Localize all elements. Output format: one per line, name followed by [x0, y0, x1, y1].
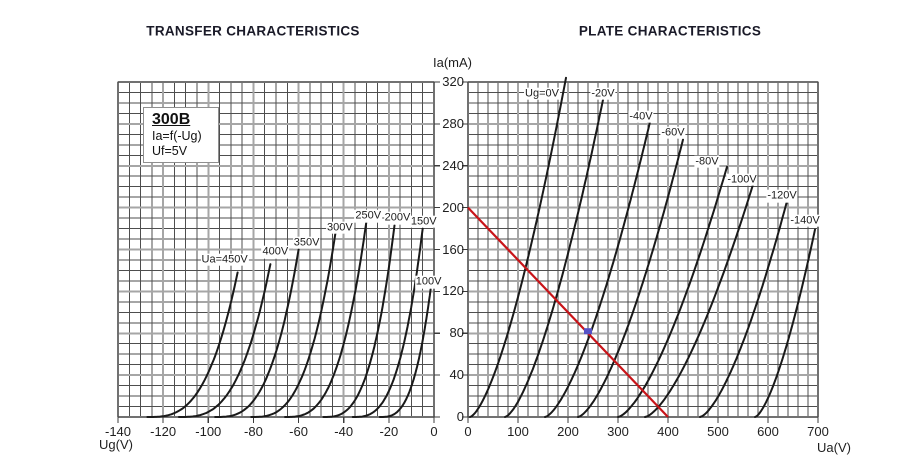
- tube-annotation-box: 300B Ia=f(-Ug) Uf=5V: [143, 107, 219, 163]
- ia-y-tick-7: 280: [442, 115, 464, 131]
- ia-y-tick-6: 240: [442, 157, 464, 173]
- transfer-chart: [117, 81, 440, 423]
- tube-law-label: Ia=f(-Ug): [152, 129, 202, 144]
- transfer-curve-6: [351, 227, 424, 418]
- plate-curve-0: [469, 76, 567, 418]
- plate-curve-label-6: -120V: [766, 190, 798, 203]
- transfer-curve-7: [378, 288, 432, 418]
- transfer-x-tick-2: -100: [195, 424, 222, 439]
- transfer-chart-title: TRANSFER CHARACTERISTICS: [146, 23, 360, 39]
- plate-x-tick-2: 200: [557, 424, 579, 439]
- ug-axis-unit-label: Ug(V): [99, 437, 133, 452]
- transfer-x-tick-0: -140: [104, 424, 132, 439]
- plate-axis-ticks: [462, 81, 819, 423]
- plate-x-tick-4: 400: [657, 424, 679, 439]
- transfer-curve-label-1: 400V: [261, 245, 290, 259]
- plate-curve-label-3: -60V: [660, 126, 686, 139]
- ia-y-tick-3: 120: [442, 283, 464, 299]
- transfer-x-tick-1: -120: [150, 424, 177, 439]
- transfer-x-tick-4: -60: [289, 424, 308, 439]
- plate-curve-4: [617, 165, 728, 418]
- transfer-curve-label-3: 300V: [325, 221, 354, 234]
- transfer-curve-label-6: 150V: [409, 215, 438, 228]
- plate-curve-label-4: -80V: [694, 155, 720, 169]
- plate-curve-label-0: Ug=0V: [524, 87, 560, 101]
- transfer-curve-1: [177, 263, 272, 418]
- ia-y-tick-0: 0: [456, 409, 464, 424]
- transfer-x-tick-5: -40: [334, 424, 354, 439]
- load-line: [467, 206, 669, 418]
- transfer-x-tick-7: 0: [430, 424, 438, 439]
- transfer-curve-4: [284, 221, 368, 418]
- transfer-curve-0: [146, 271, 239, 418]
- plate-curve-7: [754, 228, 816, 418]
- plate-curve-label-1: -20V: [590, 87, 616, 101]
- plate-curve-label-5: -100V: [726, 173, 758, 186]
- transfer-curve-label-4: 250V: [354, 209, 383, 223]
- transfer-curve-2: [214, 248, 300, 418]
- plate-curve-5: [644, 183, 754, 418]
- transfer-axis-ticks: [117, 81, 440, 423]
- ia-y-tick-2: 80: [449, 325, 464, 341]
- plate-curve-6: [699, 200, 788, 418]
- transfer-x-tick-3: -80: [244, 424, 263, 439]
- ia-y-tick-5: 200: [442, 199, 464, 215]
- plate-chart-title: PLATE CHARACTERISTICS: [578, 23, 762, 39]
- plate-x-tick-1: 100: [507, 424, 529, 439]
- plate-chart: [462, 76, 819, 423]
- plate-curve-label-7: -140V: [789, 214, 821, 227]
- plate-curve-3: [577, 138, 684, 418]
- operating-point-marker: [584, 328, 592, 335]
- ia-y-tick-4: 160: [442, 241, 464, 257]
- tube-type-label: 300B: [152, 111, 191, 128]
- plate-curve-label-2: -40V: [628, 110, 654, 124]
- transfer-curve-label-7: 100V: [414, 275, 443, 289]
- transfer-curve-label-2: 350V: [292, 236, 321, 249]
- plate-curve-2: [544, 120, 651, 418]
- ua-axis-unit-label: Ua(V): [817, 440, 851, 455]
- ia-y-tick-1: 40: [449, 367, 464, 383]
- transfer-x-tick-6: -20: [379, 424, 399, 439]
- transfer-curve-5: [322, 224, 396, 418]
- plate-x-tick-6: 600: [757, 424, 779, 439]
- plate-x-tick-3: 300: [607, 424, 629, 439]
- plate-curve-1: [504, 98, 604, 418]
- plate-x-tick-5: 500: [707, 424, 729, 439]
- ia-y-tick-8: 320: [442, 74, 464, 89]
- transfer-curve-label-0: Ua=450V: [200, 253, 249, 266]
- tube-filament-label: Uf=5V: [152, 143, 188, 158]
- plate-major-grid: [467, 81, 819, 418]
- ia-axis-unit-label: Ia(mA): [433, 55, 472, 70]
- transfer-curve-label-5: 200V: [383, 212, 412, 225]
- plate-x-tick-0: 0: [464, 424, 472, 439]
- plate-x-tick-7: 700: [807, 424, 829, 439]
- transfer-curve-3: [250, 229, 337, 418]
